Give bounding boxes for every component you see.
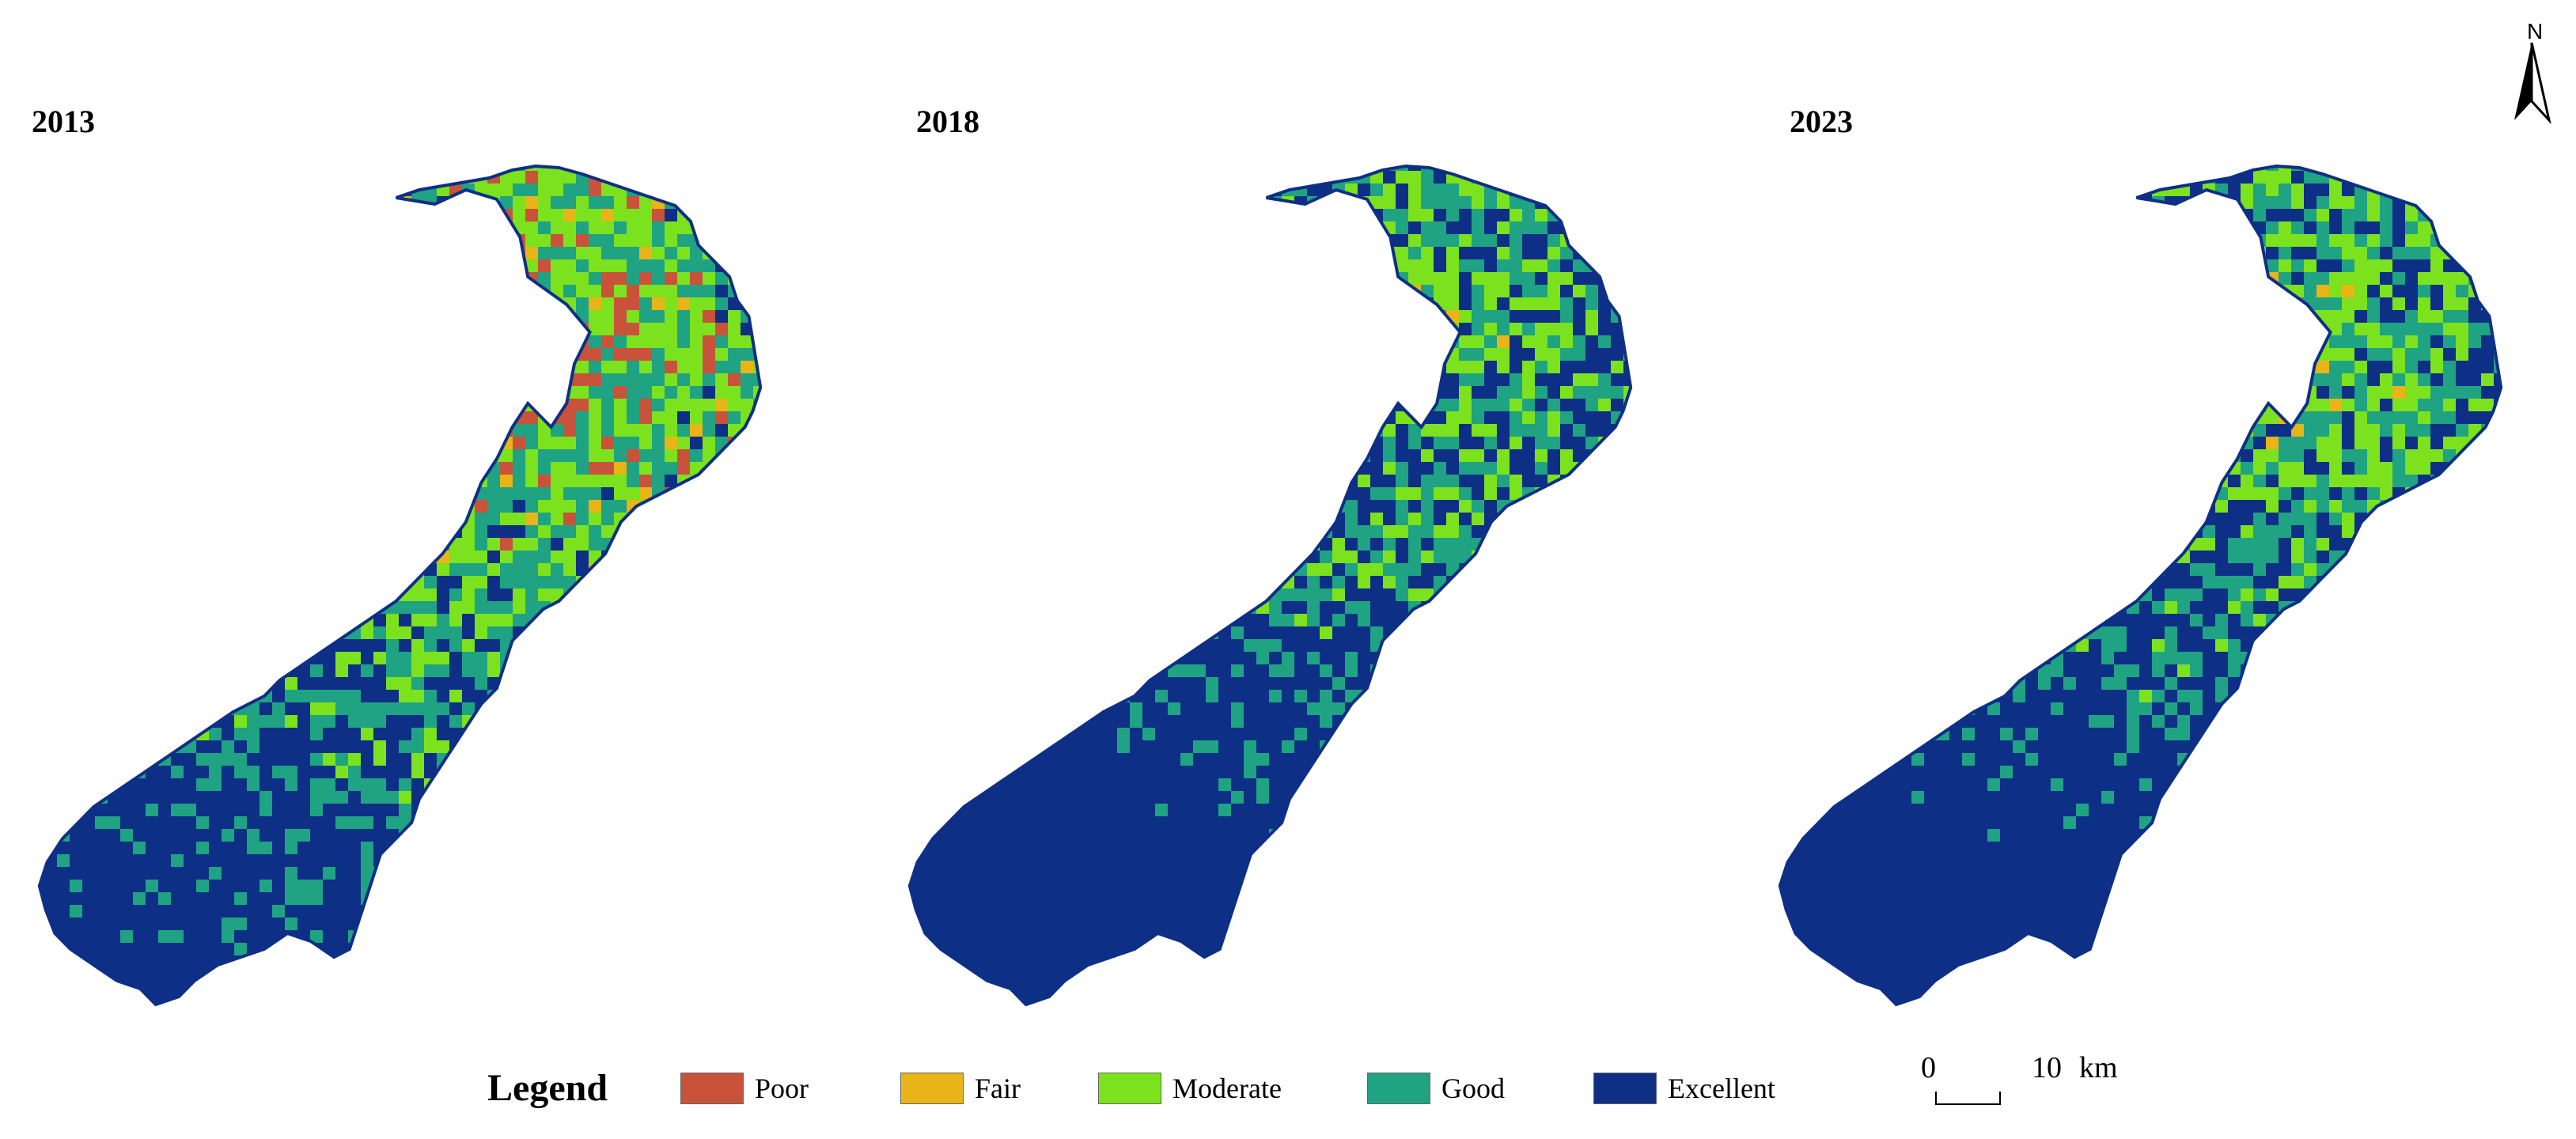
legend-swatch-poor: [680, 1073, 744, 1104]
legend-title: Legend: [487, 1067, 608, 1109]
map-mosaic: [909, 166, 1631, 1005]
legend-label-poor: Poor: [755, 1073, 809, 1104]
legend-item-excellent: Excellent: [1593, 1073, 1775, 1104]
scale-bar-unit: km: [2079, 1051, 2118, 1084]
legend-item-fair: Fair: [900, 1073, 1021, 1104]
legend-label-moderate: Moderate: [1172, 1073, 1282, 1104]
legend-swatch-fair: [900, 1073, 964, 1104]
north-arrow-label: N: [2527, 19, 2544, 44]
panel-year-2023: 2023: [1790, 104, 1853, 139]
region-boundary: [37, 164, 763, 1007]
legend-label-good: Good: [1441, 1073, 1505, 1104]
scale-bar-start: 0: [1921, 1051, 1936, 1084]
map-2013: [37, 164, 763, 1007]
panel-year-2013: 2013: [32, 104, 95, 139]
map-mosaic: [1779, 166, 2502, 1005]
legend-item-moderate: Moderate: [1098, 1073, 1282, 1104]
panel-year-2018: 2018: [916, 104, 979, 139]
region-boundary: [907, 164, 1633, 1007]
map-2018: [907, 164, 1633, 1007]
scale-bar-end: 10: [2032, 1051, 2062, 1084]
legend-swatch-moderate: [1098, 1073, 1161, 1104]
legend-label-excellent: Excellent: [1668, 1073, 1775, 1104]
north-arrow-icon: [2514, 42, 2551, 125]
legend-label-fair: Fair: [975, 1073, 1021, 1104]
map-2023: [1778, 164, 2503, 1007]
map-mosaic: [39, 166, 761, 1005]
legend-item-poor: Poor: [680, 1073, 809, 1104]
region-boundary: [1778, 164, 2503, 1007]
scale-bar: [1935, 1092, 2001, 1105]
legend-swatch-excellent: [1593, 1073, 1657, 1104]
legend-swatch-good: [1367, 1073, 1430, 1104]
legend-item-good: Good: [1367, 1073, 1505, 1104]
